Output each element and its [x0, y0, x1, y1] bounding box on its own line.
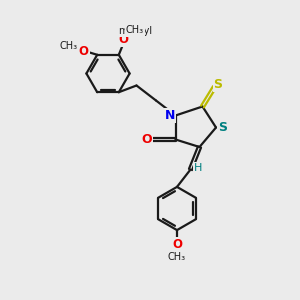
Text: O: O	[142, 133, 152, 146]
Text: H: H	[194, 163, 202, 173]
Text: CH₃: CH₃	[168, 252, 186, 262]
Text: O: O	[79, 45, 89, 58]
Text: CH₃: CH₃	[60, 41, 78, 51]
Text: methyl: methyl	[118, 26, 152, 36]
Text: S: S	[218, 121, 227, 134]
Text: O: O	[172, 238, 182, 251]
Text: CH₃: CH₃	[126, 25, 144, 35]
Text: O: O	[118, 33, 128, 46]
Text: N: N	[165, 109, 175, 122]
Text: S: S	[214, 78, 223, 91]
